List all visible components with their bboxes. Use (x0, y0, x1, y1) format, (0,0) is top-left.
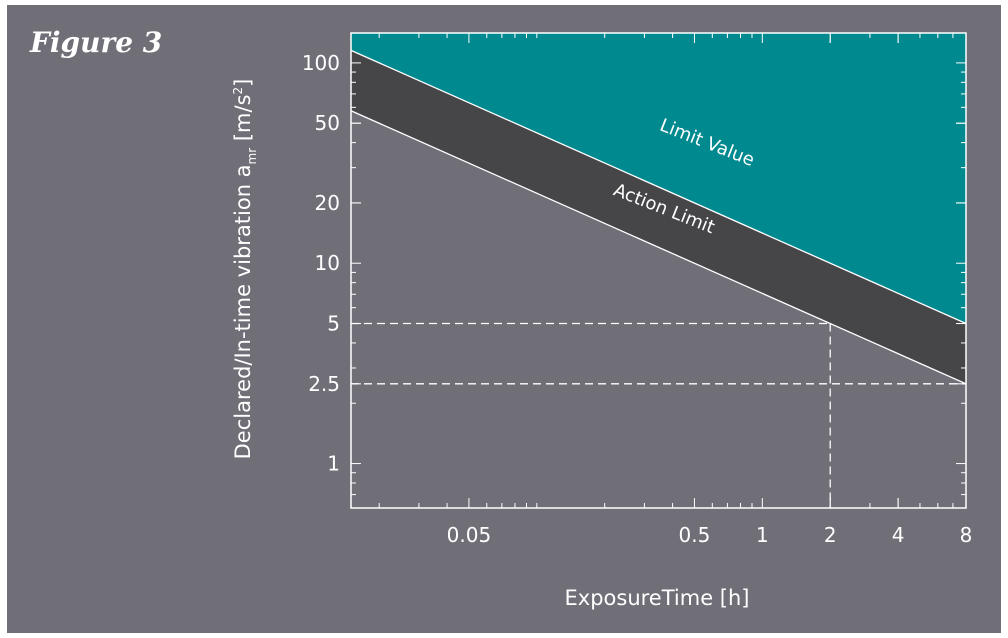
y-axis-title: Declared/In-time vibration amr [m/s2] (231, 79, 259, 460)
y-tick-label: 10 (315, 251, 340, 275)
x-tick-label: 4 (892, 523, 905, 547)
limit-value-area (351, 33, 966, 324)
y-axis-title-unit-sup: 2 (231, 87, 245, 95)
x-tick-label: 8 (960, 523, 973, 547)
plot-frame (350, 32, 967, 509)
action-limit-line (350, 110, 967, 385)
figure-label: Figure 3 (30, 26, 163, 59)
x-tick-label: 0.5 (679, 523, 711, 547)
limit-value-line (350, 49, 967, 325)
y-axis-title-main: Declared/In-time vibration a (231, 164, 255, 459)
x-tick-label: 2 (824, 523, 837, 547)
y-tick-label: 5 (327, 312, 340, 336)
x-tick-label: 0.05 (447, 523, 492, 547)
action-limit-area (351, 50, 966, 384)
x-axis-title: ExposureTime [h] (565, 586, 750, 610)
y-tick-label: 2.5 (308, 372, 340, 396)
y-tick-label: 1 (327, 452, 340, 476)
y-tick-label: 20 (315, 191, 340, 215)
y-axis-title-unit-close: ] (231, 79, 255, 87)
y-tick-label: 50 (315, 111, 340, 135)
y-tick-label: 100 (302, 51, 340, 75)
y-axis-title-subscript: mr (245, 148, 259, 165)
y-axis-title-unit: [m/s (231, 94, 255, 147)
x-tick-label: 1 (756, 523, 769, 547)
